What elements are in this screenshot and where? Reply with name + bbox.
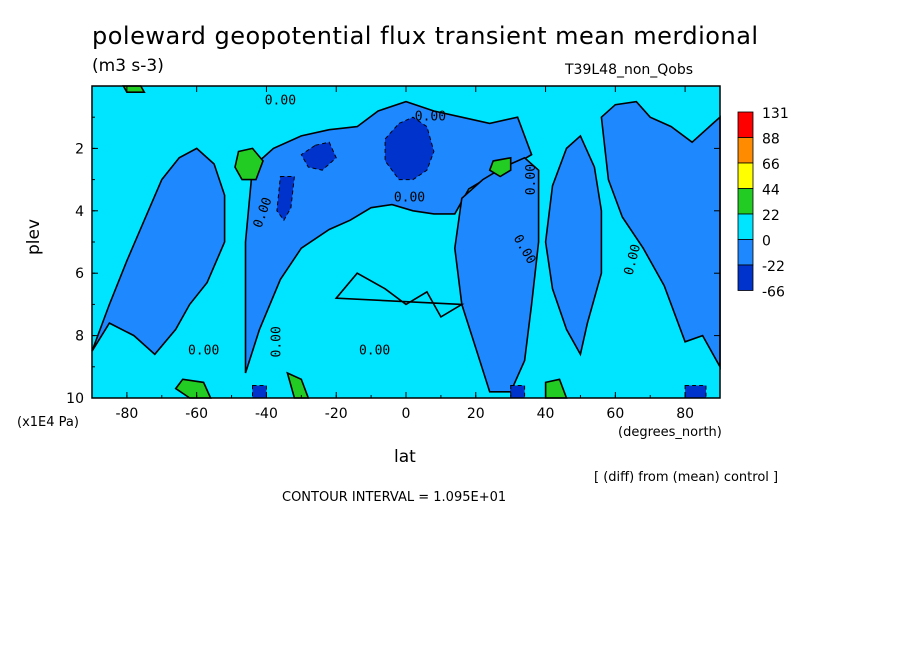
y-tick-label: 4: [75, 204, 84, 220]
contour-region: [300, 141, 337, 171]
chart-units: (m3 s-3): [92, 56, 164, 76]
contour-label: 0.00: [394, 190, 425, 205]
contour-region: [276, 176, 295, 222]
contour-interval: CONTOUR INTERVAL = 1.095E+01: [282, 490, 507, 505]
contour-region: [91, 147, 226, 356]
colorbar-label: 0: [762, 234, 771, 250]
contour-region: [488, 156, 512, 178]
contour-label: 0.00: [269, 326, 284, 357]
contour-region: [252, 385, 267, 399]
colorbar-label: 88: [762, 132, 780, 148]
colorbar-swatch: [737, 213, 754, 240]
colorbar-label: 44: [762, 183, 780, 199]
x-tick-label: -20: [325, 406, 348, 422]
contour-region: [334, 272, 465, 319]
colorbar-swatch: [737, 111, 754, 138]
colorbar-swatch: [737, 264, 754, 291]
x-axis-label: lat: [394, 447, 416, 467]
x-axis-unit: (degrees_north): [618, 425, 722, 440]
contour-label: 0.00: [359, 343, 390, 358]
contour-label: 0.00: [265, 94, 296, 109]
colorbar-label: 22: [762, 208, 780, 224]
contour-region: [510, 385, 526, 399]
x-tick-label: -40: [255, 406, 278, 422]
colorbar-label: 66: [762, 157, 780, 173]
colorbar-swatch: [737, 137, 754, 164]
colorbar-label: 131: [762, 106, 789, 122]
x-tick-label: 80: [676, 406, 694, 422]
contour-label: 0.00: [524, 164, 539, 195]
x-tick-label: 40: [537, 406, 555, 422]
x-tick-label: 60: [606, 406, 624, 422]
y-axis-unit: (x1E4 Pa): [17, 415, 79, 430]
colorbar-swatch: [737, 188, 754, 215]
x-tick-label: 0: [402, 406, 411, 422]
experiment-name: T39L48_non_Qobs: [565, 62, 694, 78]
contour-region: [384, 116, 435, 181]
contour-label: 0.00: [188, 343, 219, 358]
y-tick-label: 2: [75, 141, 84, 157]
colorbar-label: -22: [762, 259, 785, 275]
y-tick-label: 6: [75, 266, 84, 282]
contour-region: [544, 134, 603, 357]
x-tick-label: 20: [467, 406, 485, 422]
chart-title: poleward geopotential flux transient mea…: [92, 22, 759, 50]
y-tick-label: 10: [66, 391, 84, 407]
colorbar-swatch: [737, 162, 754, 189]
x-tick-label: -60: [185, 406, 208, 422]
contour-label: 0.00: [415, 109, 446, 124]
colorbar-label: -66: [762, 285, 785, 301]
y-tick-label: 8: [75, 329, 84, 345]
contour-region: [684, 385, 707, 399]
x-tick-label: -80: [115, 406, 138, 422]
diff-note: [ (diff) from (mean) control ]: [594, 470, 779, 485]
contour-region: [234, 147, 264, 181]
colorbar-swatch: [737, 239, 754, 266]
